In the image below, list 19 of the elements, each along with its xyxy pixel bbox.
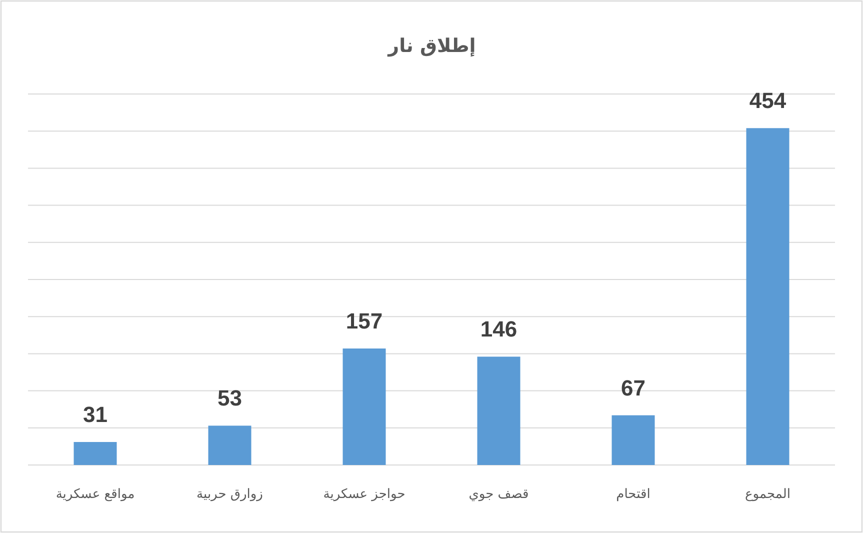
data-label: 157 (346, 308, 383, 334)
bar (342, 348, 386, 465)
data-label: 454 (749, 88, 787, 114)
data-label: 31 (83, 402, 108, 427)
bar (208, 426, 252, 465)
data-label: 67 (621, 375, 646, 400)
bar (74, 442, 117, 465)
x-tick-label: زوارق حربية (196, 487, 263, 502)
data-label: 146 (480, 316, 518, 342)
x-tick-label: المجموع (745, 487, 790, 502)
bar (612, 415, 655, 465)
bar (477, 356, 520, 465)
x-tick-label: قصف جوي (468, 487, 529, 502)
x-tick-label: حواجز عسكرية (323, 487, 406, 502)
data-label: 53 (218, 386, 242, 411)
x-tick-label: اقتحام (616, 487, 650, 502)
bar (746, 128, 790, 465)
chart-title: إطلاق نار (387, 35, 476, 57)
x-tick-label: مواقع عسكرية (56, 487, 135, 502)
